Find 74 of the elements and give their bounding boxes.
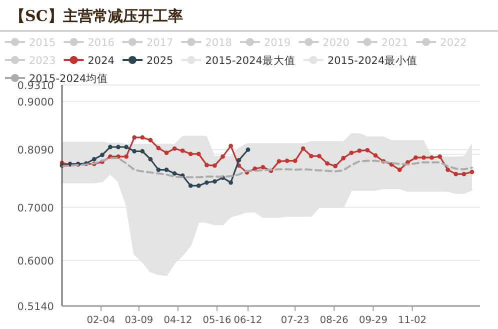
point [204, 180, 209, 185]
point [108, 144, 112, 150]
y-tick-label: 0.8090 [17, 144, 54, 157]
point [132, 149, 137, 154]
legend-label: 2025 [146, 55, 174, 67]
point [148, 138, 153, 142]
point [284, 158, 290, 163]
point [172, 171, 177, 176]
point [156, 146, 161, 150]
point [148, 156, 153, 162]
point [325, 161, 330, 166]
point [357, 148, 362, 153]
x-tick-label: 03-09 [124, 315, 154, 326]
point [124, 144, 129, 150]
x-tick-label: 06-12 [234, 315, 262, 326]
point [212, 179, 217, 184]
point [140, 149, 145, 154]
point [365, 148, 370, 152]
y-tick-label: 0.6000 [17, 255, 54, 268]
point [446, 168, 450, 172]
point [100, 152, 104, 158]
point [228, 180, 234, 185]
point [397, 168, 402, 172]
point [462, 172, 466, 176]
legend-label: 2024 [88, 55, 115, 67]
point [422, 155, 426, 160]
y-tick-label: 0.5140 [17, 301, 54, 313]
point [454, 172, 458, 176]
chart-title: 【SC】主营常减压开工率 [10, 7, 183, 25]
legend-label: 2015-2024最大值 [205, 54, 296, 67]
point [260, 164, 266, 170]
point [156, 168, 161, 172]
legend-label: 2015-2024最小值 [327, 54, 418, 67]
point [317, 154, 322, 158]
point [92, 156, 96, 162]
point [349, 150, 354, 156]
point [236, 158, 242, 162]
point [438, 154, 442, 159]
point [308, 154, 314, 158]
point [116, 144, 120, 150]
point [300, 146, 306, 151]
x-tick-label: 08-26 [320, 315, 348, 326]
point [196, 152, 201, 156]
point [172, 146, 177, 151]
point [373, 153, 378, 158]
point [228, 144, 234, 148]
y-tick-label: 0.9000 [17, 96, 54, 108]
point [341, 156, 346, 160]
point [430, 155, 434, 160]
x-tick-label: 02-04 [86, 315, 116, 326]
point [124, 154, 129, 159]
point [333, 164, 338, 168]
point [164, 168, 169, 172]
y-tick-label: 0.7000 [17, 202, 54, 214]
x-tick-label: 07-23 [280, 315, 310, 326]
point [470, 170, 474, 174]
point [413, 155, 418, 160]
point [212, 163, 217, 168]
point [220, 154, 225, 159]
point [188, 152, 193, 156]
point [276, 159, 282, 164]
point [132, 135, 137, 140]
x-tick-label: 11-02 [398, 315, 426, 326]
x-tick-label: 04-12 [164, 315, 192, 326]
x-tick-label: 05-16 [202, 315, 232, 326]
x-tick-label: 09-29 [358, 315, 388, 326]
point [196, 183, 201, 188]
point [180, 148, 185, 153]
point [140, 135, 145, 140]
point [204, 162, 209, 168]
point [164, 150, 169, 156]
point [246, 147, 250, 152]
point [292, 158, 298, 163]
point [188, 183, 193, 188]
